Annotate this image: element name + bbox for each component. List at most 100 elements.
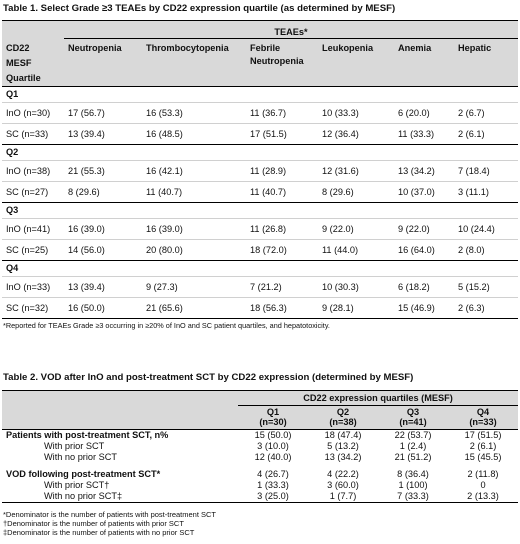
- cell: 3 (11.1): [454, 180, 519, 202]
- cell: 13 (34.2): [394, 159, 454, 181]
- cell: 21 (55.3): [64, 159, 142, 181]
- arm-label: SC (n=27): [2, 180, 64, 202]
- table2-footnotes: *Denominator is the number of patients w…: [3, 510, 216, 537]
- quartile-label: Q4: [2, 259, 519, 276]
- column-header-q4: Q4: [448, 405, 519, 417]
- table-row: With prior SCT† 1 (33.3) 3 (60.0) 1 (100…: [2, 480, 518, 491]
- cell: 5 (15.2): [454, 275, 519, 297]
- arm-label: InO (n=33): [2, 275, 64, 297]
- quartile-row: Q3: [2, 201, 519, 218]
- cell: 16 (53.3): [142, 101, 246, 123]
- table-row: InO (n=30) 17 (56.7) 16 (53.3) 11 (36.7)…: [2, 101, 519, 123]
- footnote: †Denominator is the number of patients w…: [3, 519, 184, 528]
- cell: 10 (30.3): [318, 275, 394, 297]
- table-row: SC (n=25) 14 (56.0) 20 (80.0) 18 (72.0) …: [2, 238, 519, 260]
- cell: 12 (36.4): [318, 122, 394, 144]
- cell: 12 (40.0): [254, 452, 292, 462]
- cell: 13 (39.4): [64, 275, 142, 297]
- table2-quartile-header-row: Q1 Q2 Q3 Q4: [2, 405, 519, 417]
- cell: 3 (25.0): [238, 491, 308, 503]
- cell: 12 (31.6): [318, 159, 394, 181]
- cell: 1 (100): [398, 480, 428, 490]
- column-header-neutropenia: Neutropenia: [64, 38, 142, 86]
- cell: 9 (28.1): [318, 296, 394, 319]
- cell: 8 (29.6): [64, 180, 142, 202]
- cell: 18 (56.3): [246, 296, 318, 319]
- cell: 8 (29.6): [318, 180, 394, 202]
- column-header-hepatic: Hepatic: [454, 38, 519, 86]
- cell: 14 (56.0): [64, 238, 142, 260]
- table-row: InO (n=38) 21 (55.3) 16 (42.1) 11 (28.9)…: [2, 159, 519, 181]
- cell: 15 (45.5): [464, 452, 502, 462]
- row-label: With no prior SCT: [44, 452, 118, 462]
- quartile-row: Q1: [2, 85, 519, 102]
- table-row: With no prior SCT 12 (40.0) 13 (34.2) 21…: [2, 452, 518, 463]
- cell: 13 (34.2): [324, 452, 362, 462]
- column-header-anemia: Anemia: [394, 38, 454, 86]
- cell: 4 (26.7): [257, 469, 289, 479]
- table2: CD22 expression quartiles (MESF) Q1 Q2 Q…: [2, 390, 519, 503]
- table1-footnote: *Reported for TEAEs Grade ≥3 occurring i…: [3, 321, 330, 330]
- table-row: Patients with post-treatment SCT, n% 15 …: [2, 430, 518, 442]
- table-row: VOD following post-treatment SCT* 4 (26.…: [2, 469, 518, 480]
- table1-header-columns-row: CD22 MESF Quartile Neutropenia Thrombocy…: [2, 38, 519, 86]
- table2-title: Table 2. VOD after InO and post-treatmen…: [3, 372, 414, 383]
- cell: 1 (2.4): [399, 441, 427, 451]
- table-row: SC (n=32) 16 (50.0) 21 (65.6) 18 (56.3) …: [2, 296, 519, 319]
- table1-header-span-row: TEAEs*: [2, 20, 519, 39]
- cell: 10 (33.3): [318, 101, 394, 123]
- table-row: With prior SCT 3 (10.0) 5 (13.2) 1 (2.4)…: [2, 441, 518, 452]
- quartile-label: Q1: [2, 85, 519, 102]
- cell: 2 (6.1): [454, 122, 519, 144]
- quartile-label: Q3: [2, 201, 519, 218]
- cell: 17 (56.7): [64, 101, 142, 123]
- cell: 15 (50.0): [254, 430, 292, 440]
- cell: 2 (6.7): [454, 101, 519, 123]
- cell: 1 (7.7): [308, 491, 378, 503]
- cell: 11 (40.7): [142, 180, 246, 202]
- cell: 21 (65.6): [142, 296, 246, 319]
- cell: 21 (51.2): [394, 452, 432, 462]
- row-label: Patients with post-treatment SCT, n%: [6, 430, 169, 440]
- row-label: With prior SCT†: [44, 480, 110, 490]
- quartile-label: Q2: [2, 143, 519, 160]
- cell: 17 (51.5): [464, 430, 502, 440]
- column-header-leukopenia: Leukopenia: [318, 38, 394, 86]
- column-header-thrombocytopenia: Thrombocytopenia: [142, 38, 246, 86]
- cell: 6 (18.2): [394, 275, 454, 297]
- cell: 7 (18.4): [454, 159, 519, 181]
- cell: 2 (8.0): [454, 238, 519, 260]
- cell: 9 (22.0): [318, 217, 394, 239]
- cell: 10 (24.4): [454, 217, 519, 239]
- arm-label: SC (n=25): [2, 238, 64, 260]
- cell: 9 (22.0): [394, 217, 454, 239]
- column-header-febrile-neutropenia: Febrile Neutropenia: [246, 38, 318, 86]
- cell: 16 (64.0): [394, 238, 454, 260]
- cell: 8 (36.4): [397, 469, 429, 479]
- cell: 16 (48.5): [142, 122, 246, 144]
- cell: 2 (6.3): [454, 296, 519, 319]
- table-row: InO (n=33) 13 (39.4) 9 (27.3) 7 (21.2) 1…: [2, 275, 519, 297]
- teaes-header: TEAEs*: [64, 20, 519, 39]
- cell: 11 (36.7): [246, 101, 318, 123]
- quartile-row: Q2: [2, 143, 519, 160]
- cell: 7 (21.2): [246, 275, 318, 297]
- column-header-q2: Q2: [308, 405, 378, 417]
- cell: 3 (10.0): [257, 441, 289, 451]
- column-n-q1: (n=30): [238, 417, 308, 430]
- cell: 11 (28.9): [246, 159, 318, 181]
- column-n-q4: (n=33): [448, 417, 519, 430]
- cell: 16 (50.0): [64, 296, 142, 319]
- cell: 3 (60.0): [327, 480, 359, 490]
- cell: 2 (11.8): [467, 469, 499, 479]
- cell: 1 (33.3): [257, 480, 289, 490]
- cell: 13 (39.4): [64, 122, 142, 144]
- cell: 11 (33.3): [394, 122, 454, 144]
- row-label: With no prior SCT‡: [2, 491, 238, 503]
- cell: 2 (13.3): [448, 491, 519, 503]
- table-row: SC (n=27) 8 (29.6) 11 (40.7) 11 (40.7) 8…: [2, 180, 519, 202]
- table1-title: Table 1. Select Grade ≥3 TEAEs by CD22 e…: [3, 3, 396, 14]
- cell: 5 (13.2): [327, 441, 359, 451]
- arm-label: InO (n=38): [2, 159, 64, 181]
